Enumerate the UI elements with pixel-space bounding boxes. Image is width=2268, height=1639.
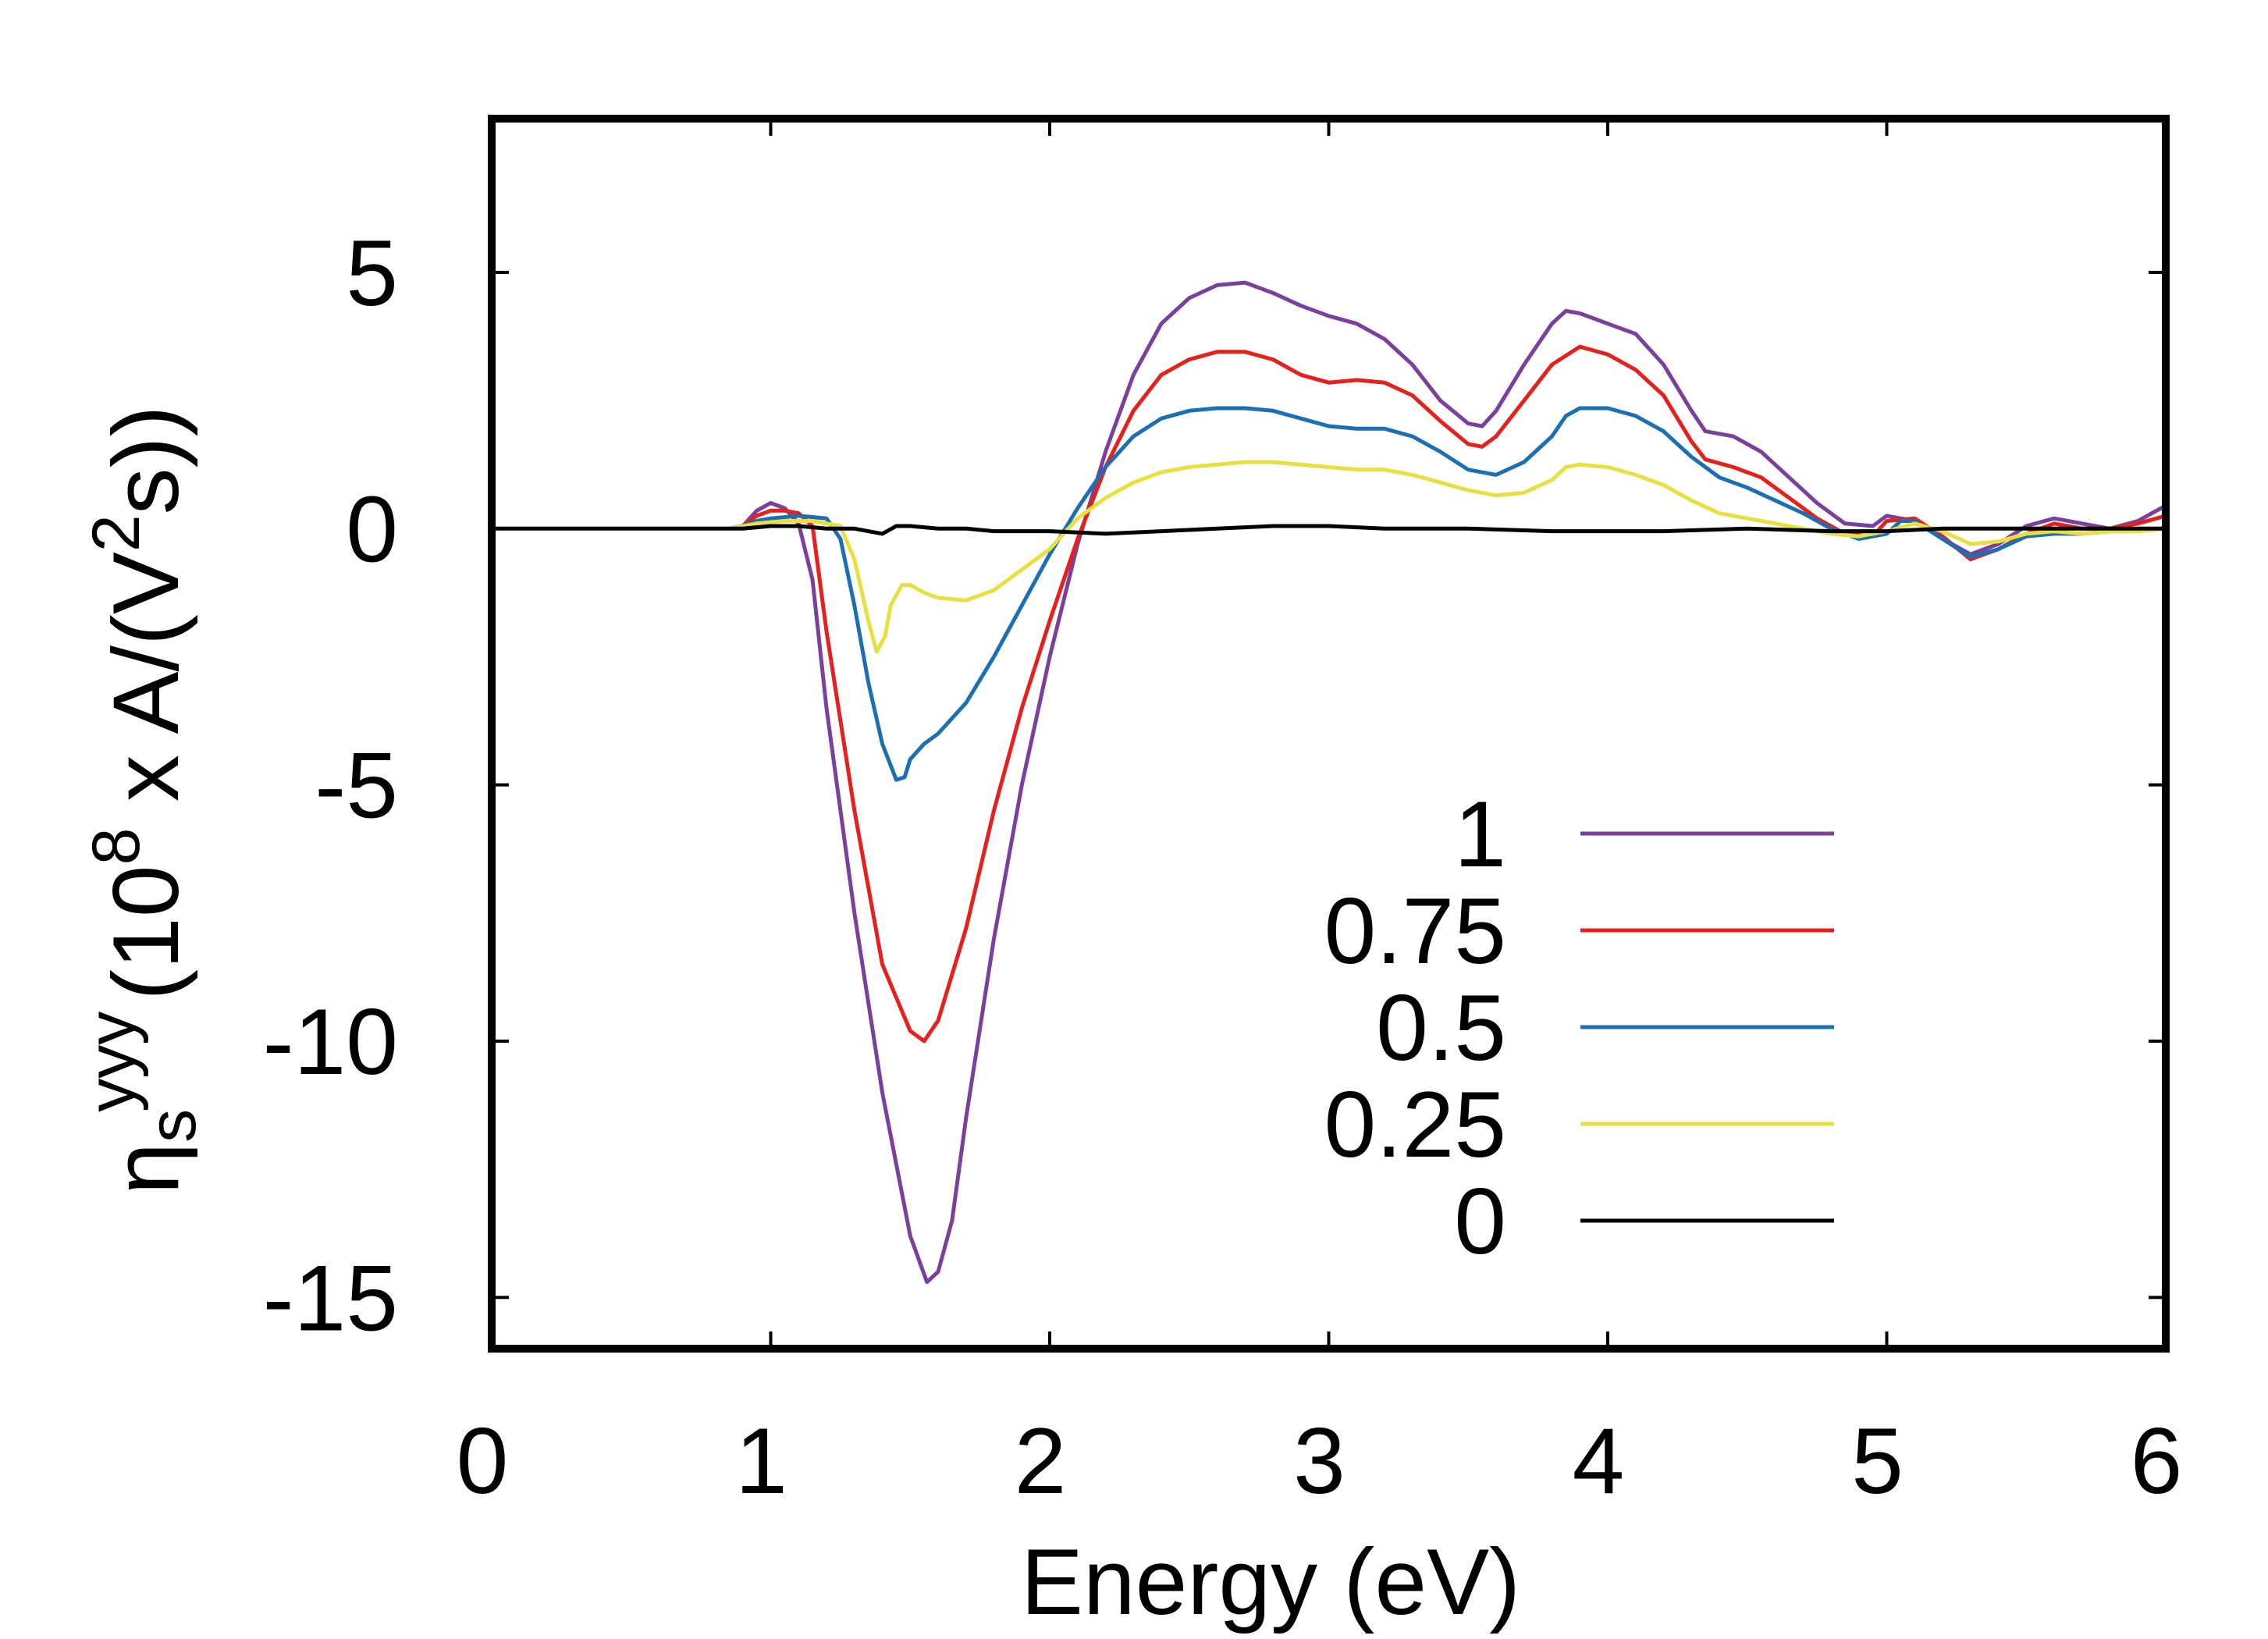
series-line-0: [492, 524, 2166, 536]
y-axis-label-post: s)): [94, 405, 198, 514]
y-tick-label: -5: [315, 734, 398, 838]
series-line-1: [728, 280, 2167, 1285]
plot-frame: [488, 115, 2170, 1353]
y-axis-label-sup: yyy: [74, 1011, 149, 1112]
x-tick-label: 6: [2131, 1409, 2183, 1513]
x-tick-label: 0: [457, 1409, 509, 1513]
legend-label: 1: [1454, 782, 1506, 887]
y-axis-label-mid: x A/(V: [94, 552, 198, 827]
legend: 10.750.50.250: [1324, 782, 1834, 1274]
series-layer: [492, 280, 2167, 1285]
y-axis-label-eta: η: [94, 1143, 198, 1195]
x-tick-label: 2: [1015, 1409, 1067, 1513]
x-tick-label: 4: [1573, 1409, 1625, 1513]
legend-label: 0: [1454, 1169, 1506, 1274]
legend-label: 0.5: [1376, 976, 1506, 1080]
series-line-0-25: [728, 460, 2167, 654]
ticks-layer: 0 1 2 3 4 5 6 -15 -10 -5 0 5: [263, 119, 2183, 1513]
y-tick-label: 5: [346, 221, 398, 325]
y-axis-label-sub: s: [135, 1109, 210, 1143]
series-line-0-5: [728, 406, 2167, 782]
x-tick-label: 5: [1851, 1409, 1904, 1513]
y-axis-label-exp2: 2: [79, 514, 154, 552]
x-tick-label: 1: [735, 1409, 787, 1513]
y-tick-label: -15: [263, 1246, 398, 1350]
legend-label: 0.75: [1324, 879, 1506, 983]
y-axis-label-pre: (10: [94, 865, 198, 1000]
y-axis-label: ηsyyy (108 x A/(V2s)): [74, 405, 210, 1194]
y-tick-label: 0: [346, 477, 398, 581]
x-tick-label: 3: [1293, 1409, 1346, 1513]
legend-label: 0.25: [1324, 1072, 1506, 1177]
y-tick-label: -10: [263, 990, 398, 1094]
x-axis-label: Energy (eV): [1021, 1530, 1520, 1634]
series-line-0-75: [728, 344, 2167, 1043]
y-axis-label-exp: 8: [79, 828, 154, 866]
